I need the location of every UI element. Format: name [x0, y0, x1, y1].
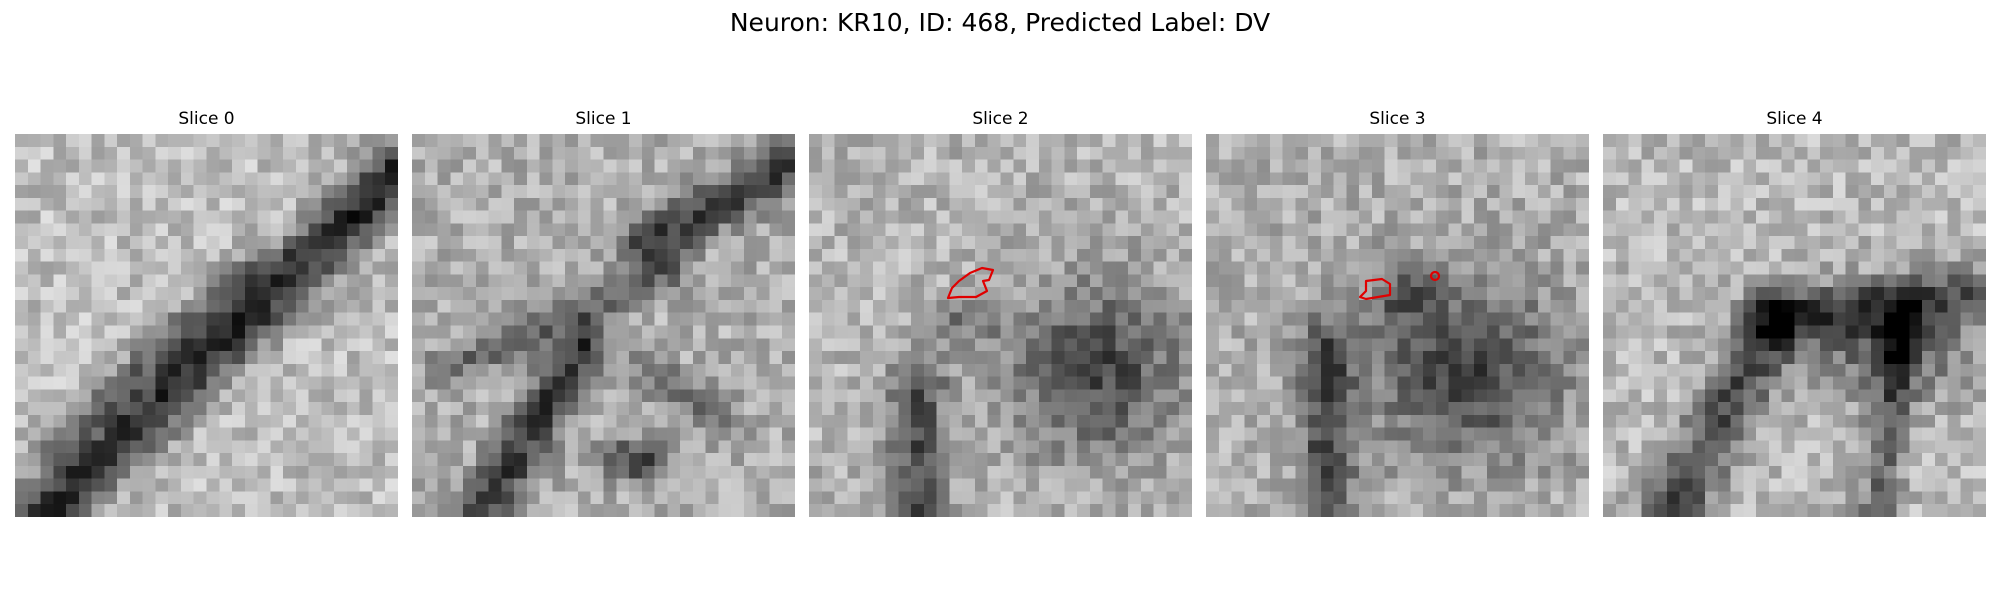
slice-panel-1: Slice 1 [412, 108, 795, 517]
slice-title: Slice 0 [178, 109, 235, 129]
slice-title: Slice 4 [1766, 109, 1823, 129]
slice-panel-4: Slice 4 [1603, 108, 1986, 517]
slice-title: Slice 2 [972, 109, 1029, 129]
slice-panel-3: Slice 3 [1206, 108, 1589, 517]
slice-title: Slice 1 [575, 109, 632, 129]
slice-image [1603, 134, 1986, 517]
slice-image [809, 134, 1192, 517]
slice-image [15, 134, 398, 517]
slice-image [412, 134, 795, 517]
slice-title: Slice 3 [1369, 109, 1426, 129]
slice-panel-2: Slice 2 [809, 108, 1192, 517]
slice-panel-0: Slice 0 [15, 108, 398, 517]
segmentation-contour [1358, 270, 1441, 301]
segmentation-contour [946, 266, 995, 300]
slice-image [1206, 134, 1589, 517]
figure-title: Neuron: KR10, ID: 468, Predicted Label: … [729, 8, 1271, 37]
